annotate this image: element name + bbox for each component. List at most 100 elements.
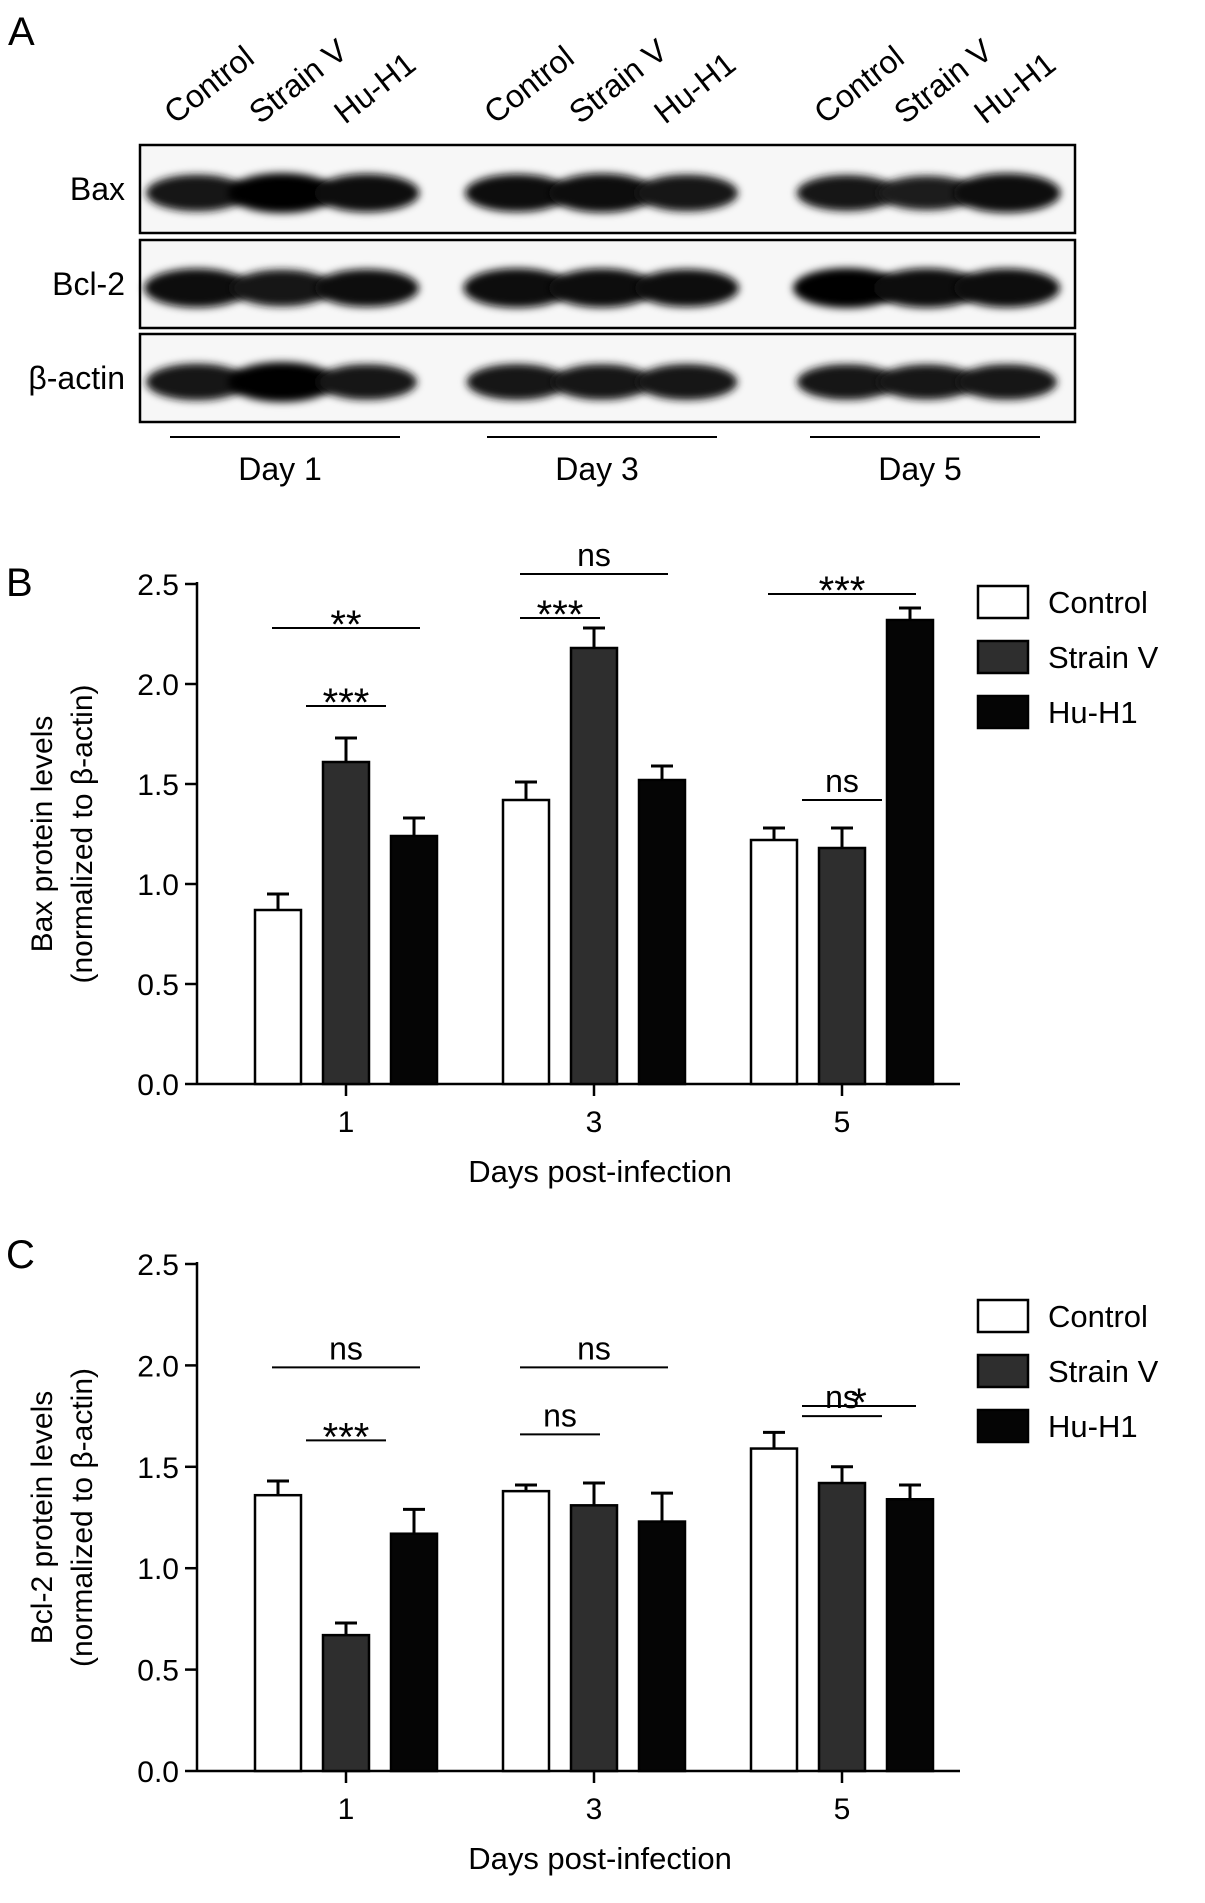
bar-s1-g2 bbox=[817, 1481, 867, 1773]
x-axis-label: Days post-infection bbox=[468, 1154, 732, 1189]
significance-label-3: *** bbox=[537, 593, 584, 637]
bax-bar-chart: 0.0 0.5 1.0 1.5 2.0 2.5 Bax protein levels (nor… bbox=[26, 537, 1159, 1189]
blot-band-r1-l1 bbox=[231, 269, 333, 307]
y-tick-label-1: 0.5 bbox=[137, 1655, 179, 1688]
lane-label-0: Control bbox=[157, 39, 260, 131]
y-axis-label-line-1: (normalized to β-actin) bbox=[66, 684, 99, 983]
x-tick-label-0: 1 bbox=[338, 1793, 355, 1826]
row-label-2: β-actin bbox=[28, 360, 125, 396]
blot-rows: Bax Bcl-2 β-actin bbox=[28, 143, 1077, 424]
bar-s2-g0 bbox=[389, 1532, 439, 1773]
blot-band-r2-l5 bbox=[636, 363, 738, 401]
blot-band-r2-l2 bbox=[317, 364, 417, 400]
bar-s2-g2 bbox=[885, 1497, 935, 1773]
row-label-0: Bax bbox=[70, 171, 125, 207]
legend-label-0: Control bbox=[1048, 1299, 1148, 1334]
legend-label-2: Hu-H1 bbox=[1048, 1409, 1138, 1444]
blot-band-r1-l2 bbox=[315, 269, 419, 307]
panel-c-bcl2-chart: C 0.0 0.5 1.0 1.5 2.0 2.5 Bcl-2 protein levels… bbox=[6, 1233, 1159, 1876]
blot-band-r0-l2 bbox=[314, 173, 420, 213]
legend-label-0: Control bbox=[1048, 585, 1148, 620]
day-label-2: Day 5 bbox=[878, 451, 962, 487]
blot-band-r2-l4 bbox=[552, 364, 652, 400]
y-axis-label-line-1: (normalized to β-actin) bbox=[66, 1368, 99, 1667]
y-tick-label-2: 1.0 bbox=[137, 1553, 179, 1586]
significance-label-0: ** bbox=[330, 603, 361, 647]
blot-row-1: Bcl-2 bbox=[52, 238, 1077, 330]
y-tick-label-1: 0.5 bbox=[137, 969, 179, 1002]
significance-label-4: * bbox=[851, 1381, 867, 1425]
blot-band-r0-l7 bbox=[878, 175, 976, 211]
blot-band-r0-l1 bbox=[228, 173, 336, 213]
x-tick-label-2: 5 bbox=[834, 1793, 851, 1826]
y-tick-label-5: 2.5 bbox=[137, 1249, 179, 1282]
bar-s1-g1 bbox=[569, 646, 619, 1086]
legend-swatch-0 bbox=[976, 1298, 1030, 1334]
y-tick-label-2: 1.0 bbox=[137, 869, 179, 902]
significance-label-1: *** bbox=[323, 681, 370, 725]
x-tick-label-1: 3 bbox=[586, 1106, 603, 1139]
bar-s0-g1 bbox=[501, 798, 551, 1086]
y-tick-label-5: 2.5 bbox=[137, 569, 179, 602]
significance-label-1: *** bbox=[323, 1415, 370, 1459]
legend-label-2: Hu-H1 bbox=[1048, 695, 1138, 730]
day-label-1: Day 3 bbox=[555, 451, 639, 487]
y-axis-label-line-0: Bcl-2 protein levels bbox=[26, 1391, 59, 1644]
blot-band-r2-l7 bbox=[877, 364, 977, 400]
blot-band-r1-l0 bbox=[144, 268, 250, 308]
blot-band-r1-l6 bbox=[793, 268, 901, 308]
legend-swatch-1 bbox=[976, 1353, 1030, 1389]
blot-band-r1-l5 bbox=[635, 269, 739, 307]
blot-band-r1-l3 bbox=[463, 268, 571, 308]
x-tick-label-1: 3 bbox=[586, 1793, 603, 1826]
blot-row-0: Bax bbox=[70, 143, 1077, 235]
blot-band-r0-l5 bbox=[636, 174, 738, 212]
y-tick-label-0: 0.0 bbox=[137, 1756, 179, 1789]
bar-s2-g0 bbox=[389, 834, 439, 1086]
significance-label-0: ns bbox=[329, 1330, 363, 1366]
panel-label-c: C bbox=[6, 1233, 35, 1277]
panel-label-b: B bbox=[6, 561, 33, 605]
significance-label-2: ns bbox=[577, 1330, 611, 1366]
bar-s0-g2 bbox=[749, 1447, 799, 1773]
bar-s2-g1 bbox=[637, 1520, 687, 1773]
x-tick-label-0: 1 bbox=[338, 1106, 355, 1139]
legend-label-1: Strain V bbox=[1048, 640, 1159, 675]
blot-band-r0-l4 bbox=[549, 173, 655, 213]
significance-label-5: ns bbox=[825, 1379, 859, 1415]
bcl2-bar-chart: 0.0 0.5 1.0 1.5 2.0 2.5 Bcl-2 protein levels (n… bbox=[26, 1249, 1159, 1876]
blot-band-r1-l4 bbox=[549, 268, 655, 308]
significance-label-3: ns bbox=[543, 1397, 577, 1433]
legend-swatch-2 bbox=[976, 1408, 1030, 1444]
y-tick-label-3: 1.5 bbox=[137, 769, 179, 802]
bar-s1-g0 bbox=[321, 1633, 371, 1773]
bar-s1-g0 bbox=[321, 760, 371, 1086]
blot-band-r1-l7 bbox=[873, 268, 981, 308]
blot-band-r2-l0 bbox=[146, 363, 248, 401]
bar-s0-g0 bbox=[253, 1493, 303, 1773]
legend-label-1: Strain V bbox=[1048, 1354, 1159, 1389]
y-tick-label-4: 2.0 bbox=[137, 669, 179, 702]
significance-label-4: *** bbox=[819, 569, 866, 613]
blot-band-r0-l8 bbox=[953, 173, 1061, 213]
lane-label-3: Control bbox=[477, 39, 580, 131]
blot-band-r0-l0 bbox=[146, 174, 248, 212]
bar-s2-g2 bbox=[885, 618, 935, 1086]
significance-label-2: ns bbox=[577, 537, 611, 573]
y-tick-label-4: 2.0 bbox=[137, 1350, 179, 1383]
row-label-1: Bcl-2 bbox=[52, 266, 125, 302]
lane-label-6: Control bbox=[807, 39, 910, 131]
bar-s2-g1 bbox=[637, 778, 687, 1086]
blot-band-r2-l6 bbox=[797, 364, 897, 400]
legend-swatch-1 bbox=[976, 639, 1030, 675]
panel-label-a: A bbox=[8, 10, 35, 54]
legend-swatch-0 bbox=[976, 584, 1030, 620]
blot-band-r2-l1 bbox=[228, 362, 336, 402]
blot-row-2: β-actin bbox=[28, 332, 1077, 424]
y-tick-label-3: 1.5 bbox=[137, 1452, 179, 1485]
legend-swatch-2 bbox=[976, 694, 1030, 730]
day-label-0: Day 1 bbox=[238, 451, 322, 487]
y-tick-label-0: 0.0 bbox=[137, 1069, 179, 1102]
